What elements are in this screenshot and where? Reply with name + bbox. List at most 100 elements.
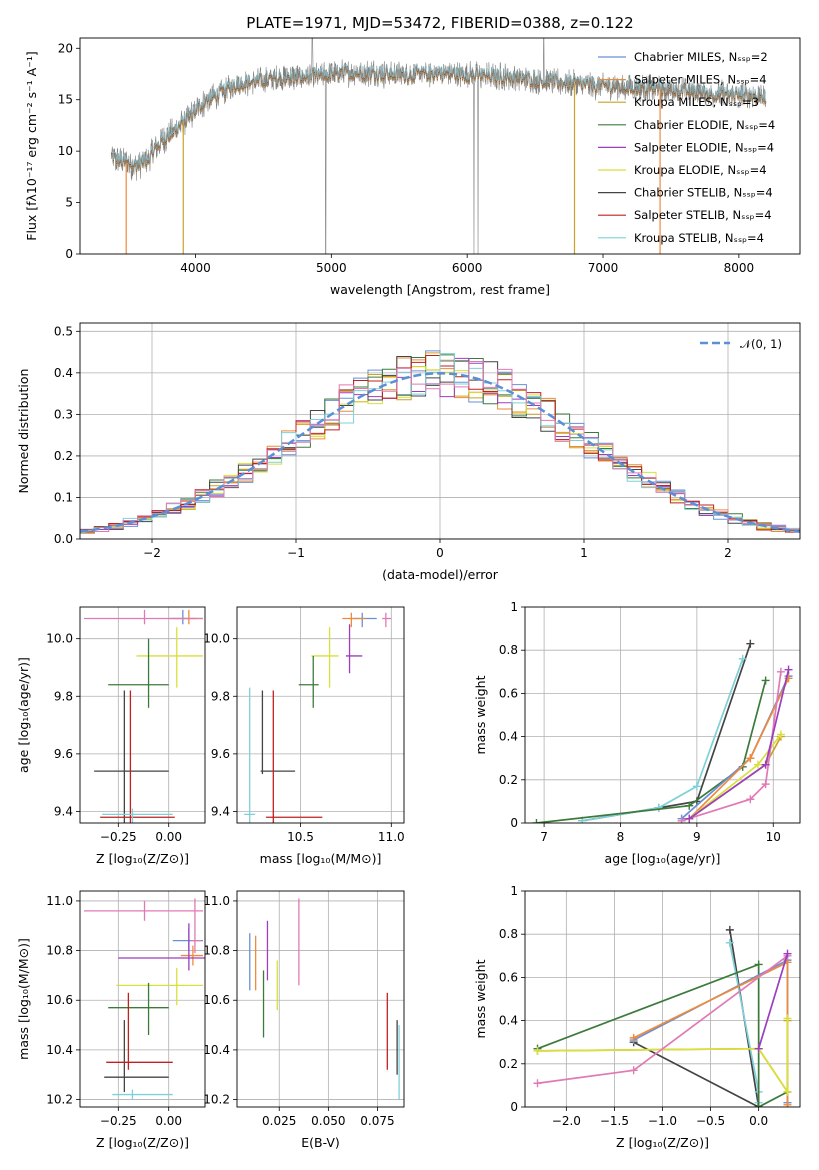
legend-label: Chabrier MILES, Nₛₛₚ=2 — [634, 50, 768, 64]
age-vs-Z-panel: −0.25 0.00 9.4 9.6 9.8 10.0 Z [log₁₀(Z/Z⊙)] age… — [16, 606, 206, 866]
massweight-marker — [629, 1033, 638, 1042]
massweight-vs-Z-ytick-label: 0.4 — [499, 1014, 518, 1028]
legend-label: Salpeter ELODIE, Nₛₛₚ=4 — [634, 140, 774, 154]
massweight-marker — [533, 1046, 542, 1055]
residuals-ytick-label: 0.5 — [54, 324, 73, 338]
spectrum-xtick-label: 7000 — [588, 261, 619, 275]
mass-vs-EBV-ytick-label: 11.0 — [203, 894, 230, 908]
residuals-xtick-label: −2 — [143, 546, 161, 560]
massweight-marker — [532, 819, 541, 823]
age-vs-Z-ylabel: age [log₁₀(age/yr)] — [16, 657, 31, 773]
mass-vs-Z-ytick-label: 10.6 — [46, 993, 73, 1007]
massweight-marker — [783, 1100, 792, 1107]
age-vs-Z-xlabel: Z [log₁₀(Z/Z⊙)] — [96, 851, 189, 866]
mass-vs-EBV-ytick-label: 10.4 — [203, 1043, 230, 1057]
axes-frame — [79, 37, 801, 255]
spectrum-xlabel: wavelength [Angstrom, rest frame] — [330, 282, 550, 297]
massweight-vs-age-ytick-label: 0 — [510, 816, 518, 830]
spectrum-ytick-label: 10 — [58, 144, 73, 158]
mass-vs-Z-xlabel: Z [log₁₀(Z/Z⊙)] — [96, 1135, 189, 1150]
age-vs-mass-xtick-label: 10.5 — [287, 830, 314, 844]
residuals-panel: −2 −1 0 1 2 0.0 0.1 0.2 0.3 0.4 0.5 (data-model)/er… — [16, 322, 801, 582]
massweight-marker — [629, 1066, 638, 1075]
residuals-legend: 𝒩(0, 1) — [700, 337, 782, 351]
massweight-vs-age-xtick-label: 8 — [617, 830, 625, 844]
massweight-vs-age-ytick-label: 0.2 — [499, 773, 518, 787]
residuals-xtick-label: 1 — [580, 546, 588, 560]
spectrum-ytick-label: 15 — [58, 93, 73, 107]
spectrum-legend: Chabrier MILES, Nₛₛₚ=2 Salpeter MILES, Nₛ… — [598, 50, 775, 245]
massweight-vs-Z-xtick-label: −0.5 — [696, 1114, 725, 1128]
mass-vs-EBV-xlabel: E(B-V) — [301, 1135, 340, 1150]
mass-vs-EBV-ytick-label: 10.6 — [203, 993, 230, 1007]
massweight-marker — [761, 780, 770, 789]
massweight-marker — [654, 803, 663, 812]
massweight-marker — [677, 816, 686, 823]
massweight-vs-Z-ytick-label: 0.6 — [499, 970, 518, 984]
massweight-marker — [738, 654, 747, 663]
massweight-marker — [754, 1044, 763, 1053]
mass-vs-Z-xtick-label: 0.00 — [155, 1114, 182, 1128]
age-vs-mass-plot-area — [237, 607, 404, 823]
massweight-marker — [753, 760, 762, 769]
mass-vs-Z-ytick-label: 10.8 — [46, 944, 73, 958]
axes-frame — [79, 322, 801, 540]
massweight-marker — [692, 782, 701, 791]
massweight-line — [757, 953, 789, 1049]
massweight-vs-age-ytick-label: 0.8 — [499, 643, 518, 657]
age-vs-mass-ytick-label: 9.4 — [211, 804, 230, 818]
legend-label: Salpeter MILES, Nₛₛₚ=4 — [634, 73, 767, 87]
massweight-marker — [754, 960, 763, 969]
massweight-vs-Z-ytick-label: 0.2 — [499, 1057, 518, 1071]
massweight-vs-Z-panel: −2.0 −1.5 −1.0 −0.5 0.0 0 0.2 0.4 0.6 0.8 1 Z [log₁… — [473, 884, 801, 1150]
residuals-xtick-label: 0 — [436, 546, 444, 560]
massweight-marker — [746, 639, 755, 648]
massweight-line — [537, 963, 788, 1107]
massweight-marker — [783, 1087, 792, 1096]
massweight-marker — [776, 730, 785, 739]
mass-vs-Z-panel: −0.25 0.00 10.2 10.4 10.6 10.8 11.0 Z [log₁₀(Z/… — [16, 890, 206, 1150]
massweight-vs-age-ylabel: mass weight — [473, 675, 488, 754]
legend-label: 𝒩(0, 1) — [740, 337, 782, 351]
age-vs-mass-ytick-label: 10.0 — [203, 632, 230, 646]
residuals-ytick-label: 0.2 — [54, 449, 73, 463]
massweight-marker — [533, 1079, 542, 1088]
age-vs-mass-xlabel: mass [log₁₀(M/M⊙)] — [260, 851, 382, 866]
residual-histogram — [80, 357, 800, 534]
legend-label: Kroupa MILES, Nₛₛₚ=3 — [634, 95, 759, 109]
mass-vs-Z-xtick-label: −0.25 — [100, 1114, 137, 1128]
legend-label: Chabrier ELODIE, Nₛₛₚ=4 — [634, 118, 775, 132]
massweight-line — [536, 680, 767, 823]
residual-histogram — [80, 353, 800, 532]
age-vs-Z-xtick-label: 0.00 — [155, 830, 182, 844]
age-vs-Z-plot-area — [80, 607, 205, 823]
age-vs-Z-ytick-label: 9.4 — [54, 804, 73, 818]
massweight-vs-Z-xtick-label: −1.0 — [648, 1114, 677, 1128]
massweight-vs-age-xtick-label: 10 — [766, 830, 781, 844]
massweight-vs-Z-xtick-label: −2.0 — [552, 1114, 581, 1128]
massweight-marker — [725, 938, 734, 947]
mass-vs-EBV-plot-area — [237, 891, 404, 1107]
mass-vs-EBV-xtick-label: 0.025 — [262, 1114, 296, 1128]
massweight-vs-Z-xlabel: Z [log₁₀(Z/Z⊙)] — [616, 1135, 709, 1150]
legend-label: Chabrier STELIB, Nₛₛₚ=4 — [634, 186, 773, 200]
residuals-ytick-label: 0.4 — [54, 366, 73, 380]
mass-vs-EBV-xtick-label: 0.050 — [311, 1114, 345, 1128]
massweight-vs-age-ytick-label: 0.4 — [499, 730, 518, 744]
massweight-vs-Z-plot-area — [525, 891, 800, 1107]
residuals-ytick-label: 0.0 — [54, 532, 73, 546]
legend-label: Kroupa ELODIE, Nₛₛₚ=4 — [634, 163, 767, 177]
massweight-marker — [725, 925, 734, 934]
residuals-ytick-label: 0.3 — [54, 407, 73, 421]
mass-vs-EBV-xtick-label: 0.075 — [360, 1114, 394, 1128]
spectrum-xtick-label: 4000 — [180, 261, 211, 275]
axes-frame — [79, 890, 206, 1108]
massweight-vs-age-xtick-label: 9 — [693, 830, 701, 844]
age-vs-mass-xtick-label: 11.0 — [378, 830, 405, 844]
massweight-marker — [685, 801, 694, 810]
axes-frame — [524, 890, 801, 1108]
residuals-xtick-label: −1 — [287, 546, 305, 560]
massweight-line — [582, 658, 744, 822]
